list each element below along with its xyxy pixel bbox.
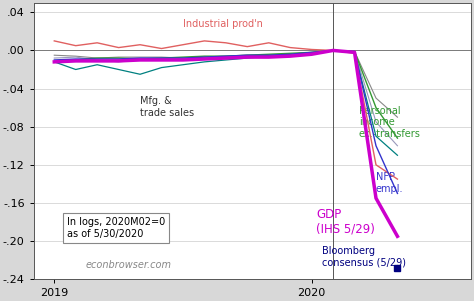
- Text: GDP
(IHS 5/29): GDP (IHS 5/29): [316, 208, 375, 236]
- Text: NFP
empl.: NFP empl.: [376, 172, 403, 194]
- Text: Bloomberg
consensus (5/29): Bloomberg consensus (5/29): [322, 246, 406, 267]
- Text: Industrial prod'n: Industrial prod'n: [183, 20, 263, 29]
- Text: Mfg. &
trade sales: Mfg. & trade sales: [140, 96, 194, 118]
- Text: Personal
income
ex.-transfers: Personal income ex.-transfers: [359, 106, 421, 139]
- Text: econbrowser.com: econbrowser.com: [85, 260, 171, 270]
- Text: In logs, 2020M02=0
as of 5/30/2020: In logs, 2020M02=0 as of 5/30/2020: [67, 217, 165, 239]
